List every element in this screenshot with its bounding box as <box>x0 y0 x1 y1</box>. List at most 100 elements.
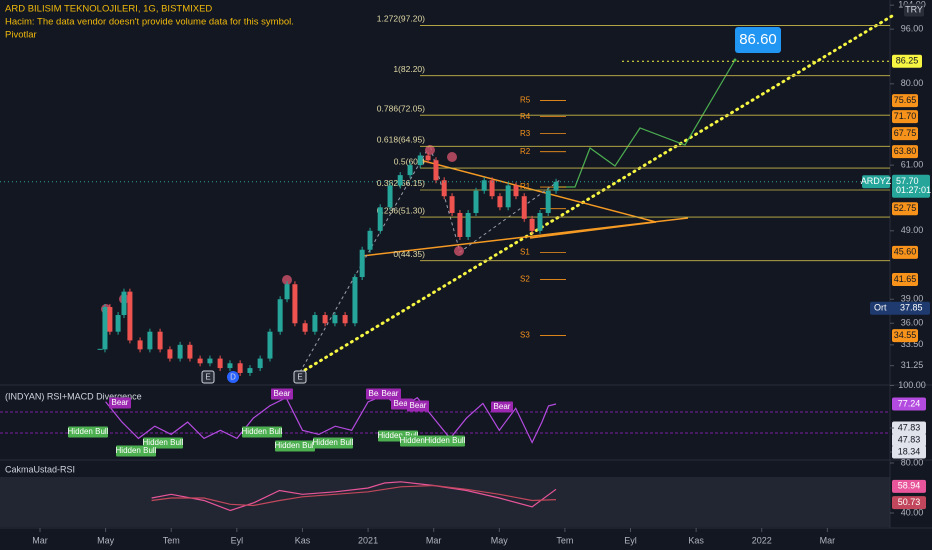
candle <box>187 344 193 359</box>
x-tick-label: Tem <box>163 535 180 545</box>
candle <box>147 331 153 350</box>
pane-title: CakmaUstad-RSI <box>5 464 75 474</box>
candle <box>377 207 383 231</box>
signal-bg <box>109 397 131 409</box>
y-tick-label: 39.00 <box>901 294 924 304</box>
level-label: 47.83 <box>898 422 921 432</box>
pivot-name: R4 <box>520 112 531 121</box>
candle <box>465 212 471 237</box>
signal-bg <box>379 388 401 400</box>
pivot-name: S2 <box>520 275 530 284</box>
target-label: 86.60 <box>739 31 777 48</box>
pivot-price-bg <box>892 245 918 259</box>
signal-label: Hidden Bull <box>313 438 354 447</box>
x-tick-label: Eyl <box>231 535 244 545</box>
pivot-price-bg <box>892 329 918 343</box>
currency-bg <box>904 3 924 17</box>
pivot-name: R2 <box>520 147 531 156</box>
last-price: 57.70 <box>896 176 919 186</box>
pivot-name: S1 <box>520 247 530 256</box>
candle <box>352 277 358 324</box>
candle <box>433 160 439 181</box>
average-value: 37.85 <box>900 303 923 313</box>
signal-label: Bear <box>369 389 386 398</box>
candle <box>359 249 365 278</box>
pivot-price-bg <box>892 202 918 216</box>
symbol-label-bg <box>862 175 890 189</box>
signal-bg <box>425 435 465 447</box>
y-tick-label: 33.50 <box>901 339 924 349</box>
event-label: E <box>297 373 302 382</box>
rsi2-last: 50.73 <box>898 497 921 507</box>
candle <box>237 363 243 373</box>
candle <box>387 185 393 208</box>
candle <box>407 165 413 176</box>
rsi-last-bg <box>892 397 926 411</box>
level-label: 47.83 <box>898 434 921 444</box>
candle <box>425 155 431 161</box>
fib-label: 1.272(97.20) <box>377 14 425 24</box>
candle <box>277 299 283 332</box>
pane-title: (INDYAN) RSI+MACD Divergence <box>5 391 142 401</box>
pivot-price: 41.65 <box>894 274 917 284</box>
pivot-price: 45.60 <box>894 247 917 257</box>
y-tick-label: 61.00 <box>901 159 924 169</box>
signal-label: Hidden Bull <box>378 431 419 440</box>
signal-bg <box>242 426 282 438</box>
indicator-name: Pivotlar <box>5 30 37 41</box>
pivot-name: R3 <box>520 129 531 138</box>
candle <box>302 323 308 332</box>
candle <box>292 284 298 324</box>
pivot-circle <box>282 275 292 285</box>
candle <box>197 358 203 364</box>
x-tick-label: Mar <box>820 535 836 545</box>
signal-bg <box>407 400 429 412</box>
candle <box>102 307 108 350</box>
pivot-price: 52.75 <box>894 203 917 213</box>
rsi2-last-bg <box>892 496 926 510</box>
rsi-line <box>105 394 557 444</box>
rsi2-last-bg <box>892 479 926 493</box>
x-tick-label: Mar <box>32 535 48 545</box>
candle <box>489 180 495 197</box>
pivot-price: 34.55 <box>894 330 917 340</box>
candle <box>257 358 263 369</box>
candle <box>177 344 183 359</box>
candle <box>449 196 455 213</box>
candle <box>513 185 519 197</box>
candle <box>247 368 253 373</box>
candle <box>473 190 479 213</box>
fib-label: 0.236(51.30) <box>377 205 425 215</box>
candle <box>417 155 423 166</box>
pivot-price: 75.65 <box>894 95 917 105</box>
candle <box>553 181 559 191</box>
candle <box>121 291 127 316</box>
signal-bg <box>313 437 353 449</box>
signal-label: Hidden Bull <box>400 436 441 445</box>
currency: TRY <box>905 4 923 14</box>
candle <box>481 180 487 191</box>
projection-line <box>557 59 736 188</box>
rsi2-line <box>151 481 557 512</box>
candle <box>127 291 133 341</box>
pivot-name: R5 <box>520 96 531 105</box>
target-price: 86.25 <box>896 56 919 66</box>
rsi2-line <box>151 484 557 507</box>
candle <box>157 331 163 350</box>
candle <box>312 315 318 332</box>
signal-bg <box>491 401 513 413</box>
pivot-price-bg <box>892 145 918 159</box>
candle <box>137 340 143 350</box>
triangle-line <box>419 159 657 223</box>
fib-label: 0.5(60.4 <box>394 156 425 166</box>
pivot-price-bg <box>892 110 918 124</box>
y-tick-label: 36.00 <box>901 318 924 328</box>
event-marker <box>201 370 215 384</box>
event-label: D <box>230 373 236 382</box>
signal-label: Hidden Bull <box>425 436 466 445</box>
candle <box>545 190 551 213</box>
candle <box>367 230 373 250</box>
rsi-last: 77.24 <box>898 398 921 408</box>
signal-label: Bear <box>112 398 129 407</box>
